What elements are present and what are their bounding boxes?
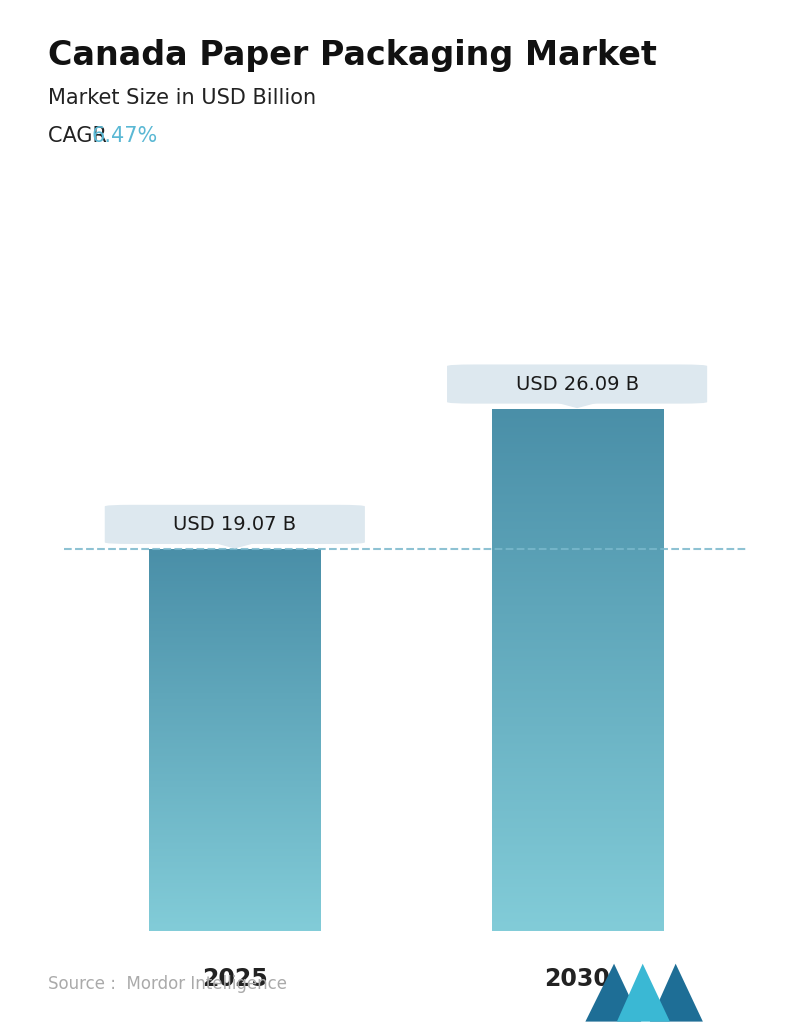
Text: USD 19.07 B: USD 19.07 B xyxy=(174,515,296,534)
Polygon shape xyxy=(617,964,670,1022)
Polygon shape xyxy=(650,964,703,1022)
Polygon shape xyxy=(585,964,642,1022)
Text: 2030: 2030 xyxy=(544,967,610,991)
FancyBboxPatch shape xyxy=(447,364,707,403)
Polygon shape xyxy=(211,542,259,548)
FancyBboxPatch shape xyxy=(105,505,365,544)
Text: Market Size in USD Billion: Market Size in USD Billion xyxy=(48,88,316,108)
Polygon shape xyxy=(553,401,601,407)
Text: Source :  Mordor Intelligence: Source : Mordor Intelligence xyxy=(48,975,287,993)
Text: 6.47%: 6.47% xyxy=(92,126,158,146)
Text: CAGR: CAGR xyxy=(48,126,113,146)
Text: Canada Paper Packaging Market: Canada Paper Packaging Market xyxy=(48,39,657,72)
Text: 2025: 2025 xyxy=(202,967,267,991)
Text: USD 26.09 B: USD 26.09 B xyxy=(516,374,638,394)
